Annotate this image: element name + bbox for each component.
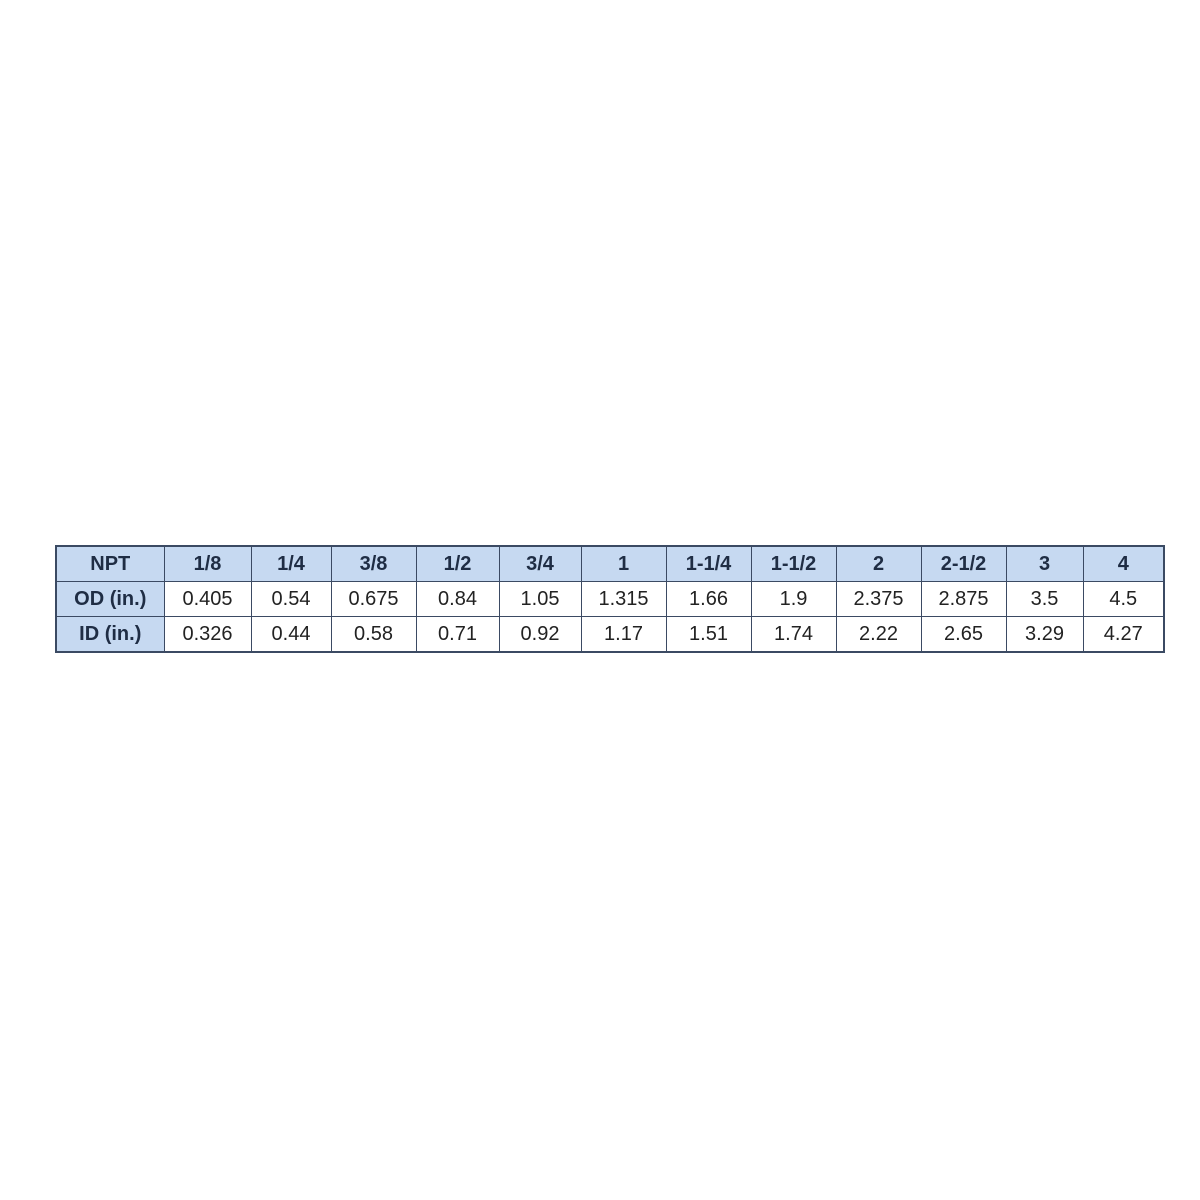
header-cell: 3/4: [498, 545, 582, 582]
data-row: ID (in.) 0.326 0.44 0.58 0.71 0.92 1.17 1.51 1.7…: [55, 616, 1165, 653]
row-label: OD (in.): [55, 581, 165, 617]
data-cell: 3.5: [1005, 581, 1084, 617]
data-cell: 0.405: [163, 581, 252, 617]
header-cell: 1/8: [163, 545, 252, 582]
header-cell: 1/4: [250, 545, 332, 582]
header-cell: 3/8: [330, 545, 417, 582]
data-cell: 2.875: [920, 581, 1007, 617]
data-cell: 0.71: [415, 616, 500, 653]
header-cell: 3: [1005, 545, 1084, 582]
data-cell: 0.326: [163, 616, 252, 653]
data-cell: 0.54: [250, 581, 332, 617]
data-cell: 1.74: [750, 616, 837, 653]
header-row: NPT 1/8 1/4 3/8 1/2 3/4 1 1-1/4 1-1/2 2 2-1/2 3 4: [55, 545, 1165, 582]
data-cell: 0.92: [498, 616, 582, 653]
row-label: ID (in.): [55, 616, 165, 653]
data-cell: 4.27: [1082, 616, 1165, 653]
data-cell: 2.65: [920, 616, 1007, 653]
data-cell: 2.22: [835, 616, 922, 653]
header-cell: 4: [1082, 545, 1165, 582]
data-cell: 2.375: [835, 581, 922, 617]
data-cell: 1.66: [665, 581, 752, 617]
data-cell: 0.58: [330, 616, 417, 653]
table-body: NPT 1/8 1/4 3/8 1/2 3/4 1 1-1/4 1-1/2 2 2-1/2 3 4 OD …: [55, 545, 1165, 653]
header-cell: 1-1/4: [665, 545, 752, 582]
data-cell: 0.675: [330, 581, 417, 617]
header-cell: 2: [835, 545, 922, 582]
data-cell: 0.44: [250, 616, 332, 653]
data-cell: 3.29: [1005, 616, 1084, 653]
data-cell: 1.51: [665, 616, 752, 653]
header-cell: 1-1/2: [750, 545, 837, 582]
data-cell: 0.84: [415, 581, 500, 617]
header-cell: 1/2: [415, 545, 500, 582]
header-cell: 2-1/2: [920, 545, 1007, 582]
header-cell: NPT: [55, 545, 165, 582]
data-cell: 1.9: [750, 581, 837, 617]
data-cell: 4.5: [1082, 581, 1165, 617]
data-cell: 1.315: [580, 581, 667, 617]
header-cell: 1: [580, 545, 667, 582]
data-cell: 1.05: [498, 581, 582, 617]
npt-table: NPT 1/8 1/4 3/8 1/2 3/4 1 1-1/4 1-1/2 2 2-1/2 3 4 OD …: [55, 545, 1165, 653]
data-row: OD (in.) 0.405 0.54 0.675 0.84 1.05 1.315 1.66 1…: [55, 581, 1165, 617]
data-cell: 1.17: [580, 616, 667, 653]
